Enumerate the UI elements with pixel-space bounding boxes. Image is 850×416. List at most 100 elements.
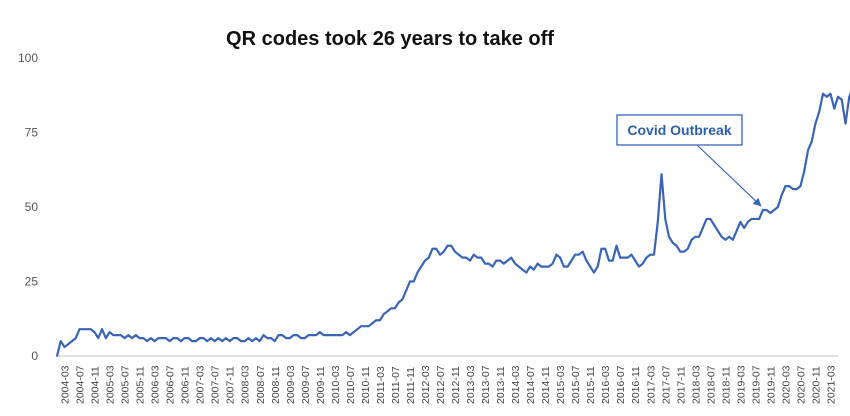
data-point (341, 334, 344, 337)
data-point (187, 337, 190, 340)
data-point (236, 337, 239, 340)
data-point (153, 340, 156, 342)
data-point (491, 265, 494, 268)
data-point (825, 95, 828, 98)
data-point (258, 340, 261, 342)
data-point (266, 337, 269, 340)
data-point (176, 337, 179, 340)
data-point (281, 334, 284, 337)
data-point (780, 194, 783, 196)
x-tick-label: 2012-03 (420, 365, 432, 404)
x-tick-label: 2005-03 (105, 365, 117, 404)
data-point (484, 262, 486, 265)
data-point (63, 346, 66, 348)
data-point (424, 259, 426, 262)
data-point (739, 221, 742, 223)
data-point (803, 170, 806, 173)
data-point (356, 328, 359, 331)
x-tick-label: 2014-07 (525, 365, 537, 404)
x-tick-label: 2008-03 (240, 365, 252, 404)
x-tick-label: 2010-11 (360, 366, 372, 404)
x-tick-label: 2015-03 (555, 365, 567, 404)
data-point (551, 262, 554, 265)
data-point (255, 337, 257, 340)
data-point (626, 256, 629, 259)
data-point (529, 265, 532, 268)
data-point (536, 262, 539, 265)
data-point (67, 343, 70, 345)
data-point (623, 256, 625, 259)
x-tick-label: 2015-11 (585, 366, 597, 404)
data-point (71, 340, 73, 342)
series-line (55, 92, 850, 357)
data-point (589, 265, 592, 268)
data-point (221, 340, 224, 342)
x-tick-label: 2010-07 (345, 365, 357, 404)
y-tick-label: 100 (18, 51, 38, 65)
data-point (262, 334, 265, 337)
data-point (138, 337, 141, 340)
data-point (608, 259, 610, 262)
x-tick-label: 2017-03 (645, 365, 657, 404)
data-point (705, 218, 708, 220)
data-point (435, 247, 438, 250)
data-point (578, 253, 580, 256)
data-point (360, 325, 363, 328)
x-tick-label: 2012-07 (435, 365, 447, 404)
data-point (326, 334, 329, 337)
data-point (382, 313, 385, 316)
x-tick-label: 2009-07 (300, 365, 312, 404)
data-point (210, 337, 212, 340)
data-point (544, 265, 547, 268)
data-point (78, 328, 81, 331)
data-point (600, 247, 603, 250)
data-point (675, 244, 678, 247)
data-point (728, 235, 731, 238)
data-point (495, 259, 498, 262)
data-point (371, 322, 374, 325)
x-tick-label: 2013-07 (480, 365, 492, 404)
x-tick-label: 2019-03 (735, 365, 747, 404)
data-point (690, 238, 693, 241)
callout-label: Covid Outbreak (627, 122, 731, 138)
data-point (750, 218, 753, 220)
data-point (784, 185, 787, 188)
y-tick-label: 0 (31, 349, 38, 363)
data-point (183, 337, 186, 340)
data-point (461, 256, 464, 259)
data-point (746, 221, 749, 223)
data-point (74, 337, 77, 340)
y-tick-label: 25 (25, 275, 39, 289)
data-point (116, 334, 118, 337)
x-tick-label: 2009-03 (285, 365, 297, 404)
x-tick-label: 2012-11 (450, 366, 462, 404)
data-point (792, 188, 794, 191)
data-point (709, 218, 712, 220)
x-tick-label: 2014-11 (540, 366, 552, 404)
data-point (581, 250, 584, 253)
data-point (664, 218, 667, 220)
data-point (225, 337, 227, 340)
x-tick-label: 2018-03 (690, 365, 702, 404)
data-point (251, 340, 254, 342)
data-point (844, 122, 847, 125)
data-point (240, 340, 242, 342)
data-point (818, 110, 821, 113)
x-tick-label: 2019-07 (750, 365, 762, 404)
data-point (487, 262, 490, 265)
data-point (585, 259, 588, 262)
data-point (514, 262, 516, 265)
x-tick-label: 2016-11 (630, 366, 642, 404)
data-point (698, 235, 700, 238)
data-point (333, 334, 336, 337)
data-point (104, 337, 107, 340)
data-point (394, 307, 396, 310)
data-point (101, 328, 103, 331)
data-point (777, 206, 779, 208)
data-point (731, 238, 734, 241)
data-point (442, 250, 445, 253)
data-point (814, 122, 817, 125)
x-tick-label: 2004-07 (75, 365, 87, 404)
data-point (93, 331, 96, 334)
